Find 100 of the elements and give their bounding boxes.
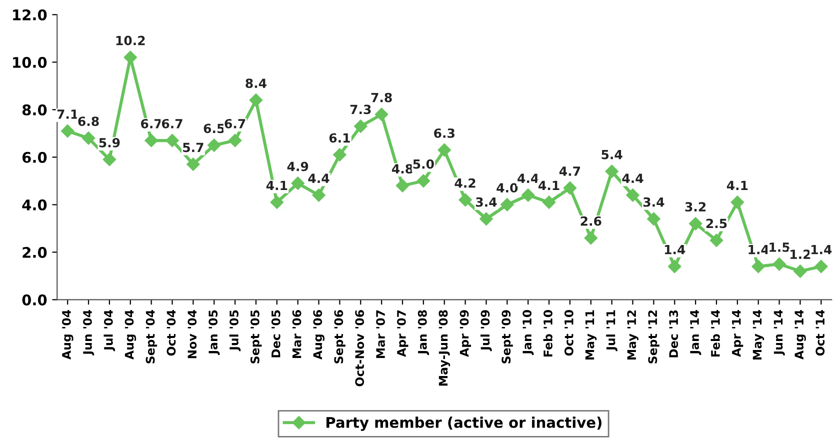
x-tick-label: Jan '14 xyxy=(690,310,702,355)
point xyxy=(626,188,640,202)
data-label: 7.1 xyxy=(57,110,78,119)
point xyxy=(605,164,618,178)
point xyxy=(688,217,702,230)
y-tick-label: 8.0 xyxy=(22,104,47,116)
point xyxy=(61,124,74,138)
data-label: 1.5 xyxy=(770,242,790,252)
point xyxy=(710,234,724,247)
x-tick-label: Jan '05 xyxy=(208,310,220,355)
x-tick-label: Aug '04 xyxy=(62,310,74,360)
point xyxy=(249,94,263,107)
point xyxy=(208,138,221,152)
data-label: 3.2 xyxy=(685,202,706,212)
point xyxy=(374,108,388,122)
x-tick-label: Oct '10 xyxy=(564,310,574,356)
data-label: 1.2 xyxy=(790,250,810,259)
data-label: 5.7 xyxy=(183,142,204,152)
data-label: 5.0 xyxy=(413,159,434,169)
data-label: 10.2 xyxy=(116,36,145,46)
y-tick-label: 10.0 xyxy=(13,56,47,68)
data-label: 2.6 xyxy=(580,216,602,226)
point xyxy=(522,188,535,202)
legend-label: Party member (active or inactive) xyxy=(326,416,602,431)
y-tick-label: 2.0 xyxy=(22,246,47,258)
x-tick-label: Oct-Nov '06 xyxy=(355,310,364,386)
x-tick-label: Sept '06 xyxy=(334,310,346,364)
data-label: 7.3 xyxy=(350,104,371,114)
data-label: 8.4 xyxy=(246,78,266,88)
x-tick-label: May-Jun '08 xyxy=(438,310,450,386)
data-label: 7.8 xyxy=(371,92,392,102)
data-label: 6.8 xyxy=(78,116,99,126)
point xyxy=(82,132,96,145)
point xyxy=(312,188,326,202)
x-tick-label: Aug '14 xyxy=(794,310,806,360)
x-tick-label: Sept '05 xyxy=(250,310,262,364)
point xyxy=(291,176,304,190)
point xyxy=(772,257,786,271)
data-label: 6.7 xyxy=(162,118,182,128)
point xyxy=(416,174,430,188)
x-tick-label: Mar '07 xyxy=(376,310,385,358)
point xyxy=(814,260,828,274)
data-label: 4.1 xyxy=(538,180,560,190)
x-tick-label: Apr '07 xyxy=(396,310,408,357)
data-label: 5.4 xyxy=(602,150,622,160)
data-label: 4.2 xyxy=(454,178,476,188)
x-tick-label: Jul '09 xyxy=(480,310,492,352)
x-tick-label: Jul '11 xyxy=(606,310,618,352)
x-tick-label: Oct '04 xyxy=(166,310,176,356)
data-label: 1.4 xyxy=(748,245,769,254)
x-tick-label: Apr '14 xyxy=(732,310,744,357)
x-tick-label: Mar '06 xyxy=(292,310,302,358)
data-label: 4.8 xyxy=(392,164,413,174)
point xyxy=(500,198,514,212)
data-label: 4.4 xyxy=(308,174,330,183)
point xyxy=(144,134,158,148)
point xyxy=(396,179,410,192)
x-tick-label: Dec '13 xyxy=(669,310,678,358)
data-label: 3.4 xyxy=(476,197,497,207)
x-tick-label: Sept '12 xyxy=(648,310,660,364)
data-label: 4.9 xyxy=(287,162,308,172)
point xyxy=(438,143,451,157)
x-tick-label: May '12 xyxy=(627,310,638,360)
point xyxy=(668,260,682,274)
x-tick-label: Jan '10 xyxy=(522,310,534,355)
point xyxy=(542,196,556,209)
x-tick-label: Oct '14 xyxy=(816,310,825,356)
data-label: 6.3 xyxy=(434,128,454,138)
point xyxy=(480,212,493,226)
x-tick-label: Jul '04 xyxy=(104,310,116,352)
y-tick-label: 4.0 xyxy=(22,199,47,210)
y-tick-label: 6.0 xyxy=(22,152,47,163)
x-tick-label: Jul '05 xyxy=(229,310,241,352)
point xyxy=(166,134,179,148)
point xyxy=(730,196,744,209)
data-label: 4.4 xyxy=(622,174,644,183)
x-tick-label: May '14 xyxy=(752,310,764,360)
data-label: 6.5 xyxy=(204,124,224,134)
data-label: 6.7 xyxy=(141,118,162,128)
point xyxy=(333,148,346,162)
point xyxy=(228,134,242,148)
point xyxy=(354,120,368,133)
x-tick-label: Sept '09 xyxy=(502,310,513,364)
point xyxy=(794,264,807,278)
data-label: 1.4 xyxy=(664,245,686,254)
y-tick-label: 0.0 xyxy=(22,294,47,306)
data-label: 3.4 xyxy=(643,197,664,207)
point xyxy=(563,181,577,195)
x-tick-label: Dec '05 xyxy=(271,310,280,358)
x-tick-label: Feb '14 xyxy=(710,310,720,357)
data-label: 6.1 xyxy=(329,133,350,143)
data-label: 4.1 xyxy=(266,180,288,190)
x-tick-label: Feb '10 xyxy=(543,310,552,357)
data-label: 4.1 xyxy=(726,180,748,190)
point xyxy=(186,158,200,171)
x-tick-label: Jun '04 xyxy=(83,310,94,356)
point xyxy=(102,152,116,166)
data-label: 1.4 xyxy=(811,245,832,254)
x-tick-label: Apr '09 xyxy=(460,310,472,357)
data-label: 2.5 xyxy=(706,218,727,228)
